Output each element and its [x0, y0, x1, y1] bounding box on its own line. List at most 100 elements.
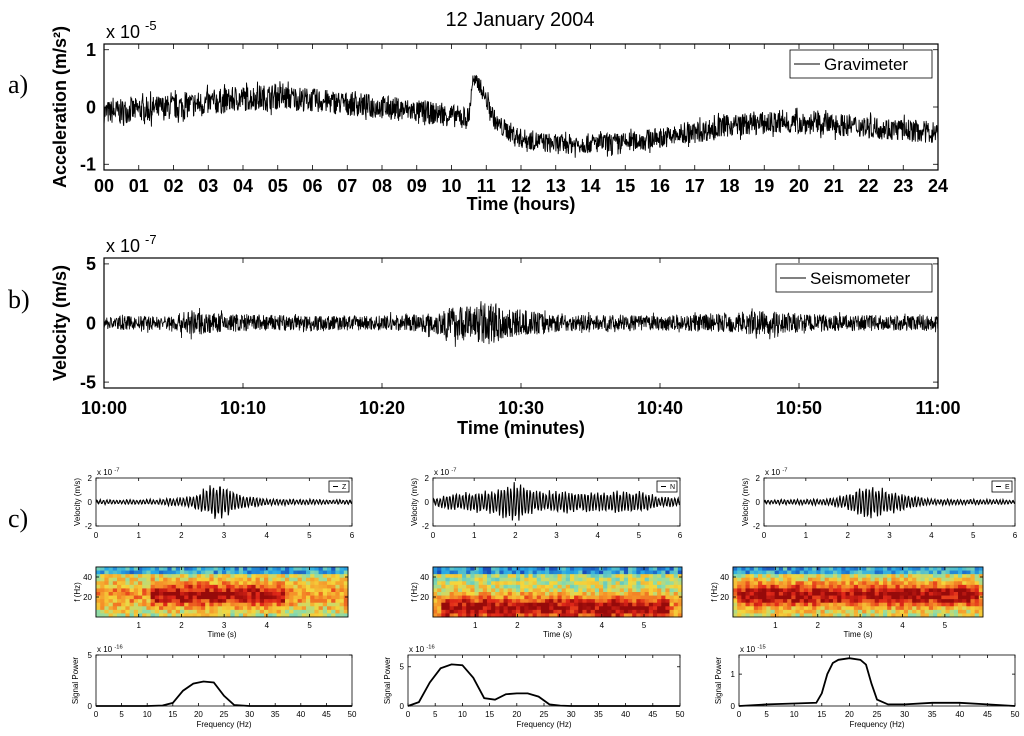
heatmap-cell: [920, 613, 926, 618]
x-tick-label: 5: [764, 710, 769, 719]
heatmap-cell: [441, 577, 446, 582]
heatmap-cell: [837, 588, 842, 593]
heatmap-cells: [433, 567, 683, 618]
heatmap-cell: [163, 599, 168, 604]
heatmap-cell: [615, 602, 621, 607]
x-tick-label: 6: [1013, 531, 1018, 540]
heatmap-cell: [787, 599, 792, 604]
heatmap-cell: [958, 567, 963, 571]
heatmap-cell: [462, 599, 467, 604]
heatmap-cell: [753, 588, 759, 593]
heatmap-cell: [958, 609, 963, 614]
heatmap-cell: [108, 574, 114, 579]
plot-frame-top: [732, 566, 984, 618]
heatmap-cell: [293, 609, 298, 614]
heatmap-cell: [222, 609, 227, 614]
heatmap-cell: [495, 613, 500, 618]
heatmap-cell: [230, 581, 235, 586]
heatmap-cell: [870, 577, 876, 582]
heatmap-cell: [276, 588, 282, 593]
heatmap-cell: [816, 588, 821, 593]
heatmap-cell: [226, 613, 231, 618]
heatmap-cell: [565, 570, 571, 575]
heatmap-cell: [862, 567, 867, 571]
heatmap-cell: [511, 567, 517, 571]
heatmap-cell: [482, 602, 488, 607]
heatmap-cell: [916, 592, 921, 596]
exponent-power: -16: [426, 644, 434, 650]
heatmap-cell: [272, 567, 277, 571]
heatmap-cell: [264, 602, 269, 607]
heatmap-cell: [327, 592, 332, 596]
heatmap-cell: [259, 613, 265, 618]
heatmap-cell: [812, 592, 817, 596]
y-tick-label: 40: [83, 573, 92, 582]
heatmap-cell: [217, 613, 223, 618]
heatmap-cell: [812, 609, 817, 614]
heatmap-cell: [661, 606, 666, 611]
heatmap-cell: [125, 599, 130, 604]
heatmap-cell: [970, 609, 976, 614]
heatmap-cell: [449, 570, 455, 575]
heatmap-cell: [607, 581, 612, 586]
heatmap-cell: [491, 584, 496, 589]
heatmap-cell: [762, 613, 767, 618]
heatmap-cell: [293, 606, 298, 611]
heatmap-cell: [661, 609, 666, 614]
heatmap-cell: [470, 570, 475, 575]
x-tick-label: 13: [546, 176, 566, 196]
heatmap-cell: [970, 613, 976, 618]
heatmap-cell: [335, 567, 340, 571]
x-tick-label: 4: [600, 621, 605, 630]
x-tick-label: 15: [615, 176, 635, 196]
heatmap-cell: [677, 592, 683, 596]
heatmap-cell: [343, 592, 349, 596]
heatmap-cell: [188, 574, 193, 579]
heatmap-cell: [259, 588, 265, 593]
heatmap-cell: [532, 581, 538, 586]
heatmap-cell: [949, 609, 955, 614]
heatmap-cell: [272, 574, 277, 579]
heatmap-cell: [599, 602, 604, 607]
heatmap-cell: [966, 567, 971, 571]
heatmap-cell: [928, 592, 934, 596]
heatmap-cell: [524, 595, 529, 600]
x-axis-label: Time (s): [543, 630, 572, 639]
heatmap-cell: [787, 584, 792, 589]
heatmap-cell: [205, 595, 210, 600]
heatmap-cell: [590, 609, 596, 614]
heatmap-cell: [545, 581, 550, 586]
heatmap-cell: [331, 577, 336, 582]
heatmap-cell: [516, 592, 521, 596]
heatmap-cell: [339, 577, 345, 582]
heatmap-cell: [665, 613, 670, 618]
heatmap-cell: [536, 599, 542, 604]
heatmap-cell: [883, 609, 888, 614]
heatmap-cell: [180, 577, 185, 582]
heatmap-cell: [188, 577, 193, 582]
heatmap-cell: [883, 613, 888, 618]
heatmap-cell: [163, 588, 168, 593]
heatmap-cell: [623, 613, 629, 618]
heatmap-cell: [611, 574, 616, 579]
heatmap-cell: [474, 584, 480, 589]
heatmap-cell: [331, 606, 336, 611]
heatmap-cell: [100, 609, 105, 614]
heatmap-cell: [677, 595, 683, 600]
heatmap-cell: [499, 592, 504, 596]
heatmap-cell: [138, 588, 143, 593]
heatmap-cell: [159, 595, 164, 600]
heatmap-cell: [524, 609, 529, 614]
heatmap-cell: [916, 577, 921, 582]
heatmap-cell: [486, 570, 492, 575]
heatmap-cell: [196, 602, 202, 607]
heatmap-cell: [636, 613, 641, 618]
heatmap-cell: [753, 584, 759, 589]
heatmap-cell: [255, 606, 261, 611]
y-tick-label: 5: [86, 254, 96, 274]
x-tick-label: 5: [637, 531, 642, 540]
heatmap-cell: [574, 581, 579, 586]
heatmap-cell: [582, 584, 587, 589]
heatmap-cell: [636, 567, 641, 571]
